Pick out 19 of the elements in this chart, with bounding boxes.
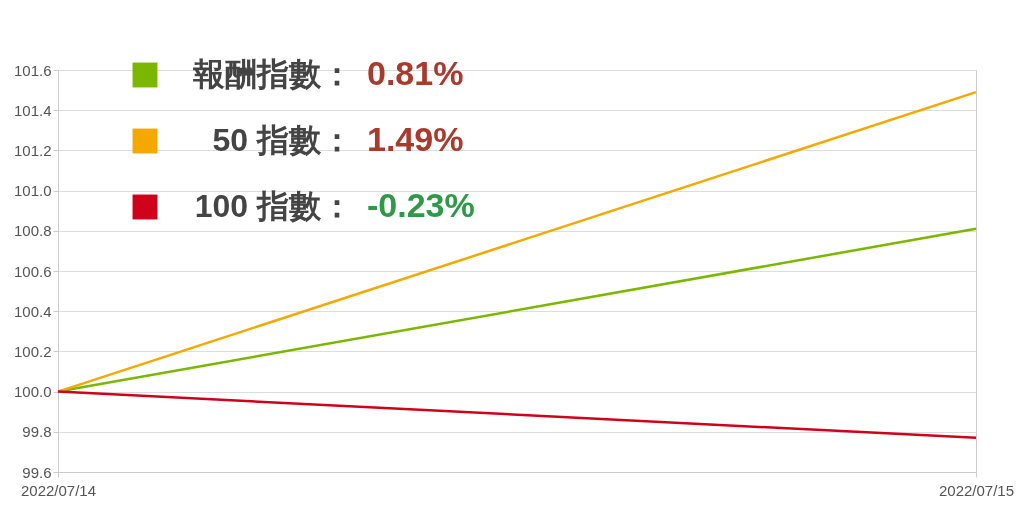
y-tick-label: 101.4 <box>13 101 52 119</box>
annotation: -0.23% <box>367 186 475 224</box>
y-tick-label: 99.6 <box>22 463 52 481</box>
y-tick-label: 100.4 <box>13 302 52 320</box>
y-tick-label: 100.8 <box>13 222 52 240</box>
x-tick-label: 2022/07/15 <box>938 481 1015 499</box>
y-tick-label: 100.0 <box>13 383 52 401</box>
legend-label: 50 指數： <box>212 122 353 158</box>
legend-label: 報酬指數： <box>193 56 353 92</box>
y-tick-label: 101.0 <box>13 182 52 200</box>
x-tick-label: 2022/07/14 <box>20 481 97 499</box>
y-tick-label: 99.8 <box>22 423 52 441</box>
y-tick-label: 100.6 <box>13 262 52 280</box>
legend-label: 100 指數： <box>194 188 353 224</box>
annotation: 1.49% <box>367 120 464 158</box>
annotation: 0.81% <box>367 54 464 92</box>
y-tick-label: 100.2 <box>13 342 52 360</box>
y-tick-label: 101.2 <box>13 141 52 159</box>
y-tick-label: 101.6 <box>13 61 52 79</box>
